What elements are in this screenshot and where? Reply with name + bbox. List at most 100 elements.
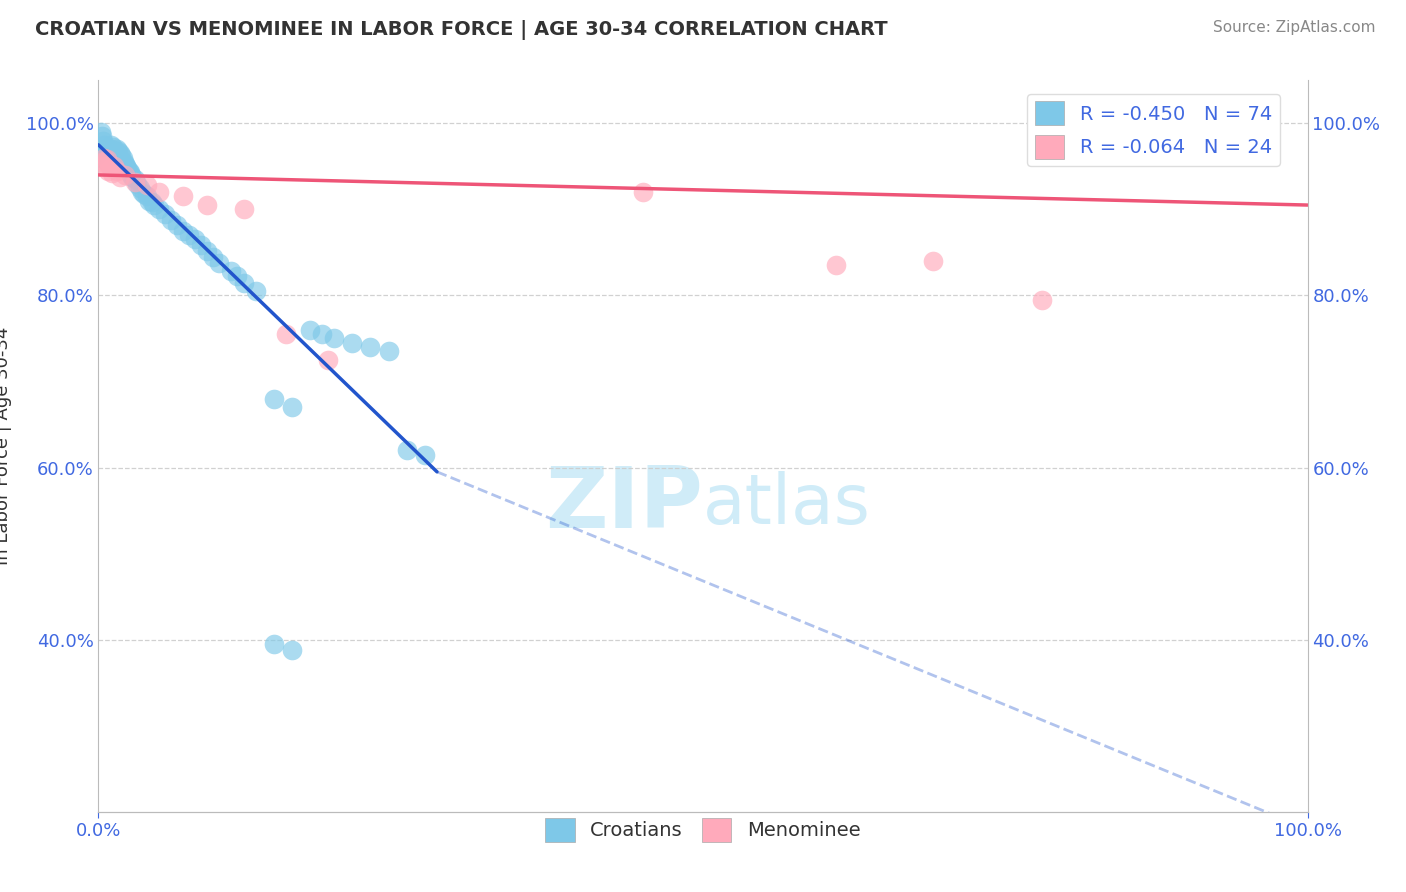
Point — [107, 144, 129, 158]
Point — [127, 177, 149, 191]
Point — [274, 327, 297, 342]
Point — [124, 172, 146, 186]
Point — [112, 155, 135, 169]
Point — [107, 148, 129, 162]
Point — [299, 323, 322, 337]
Point — [281, 643, 304, 657]
Point — [120, 168, 142, 182]
Point — [311, 327, 333, 342]
Point — [143, 198, 166, 212]
Point — [134, 186, 156, 201]
Point — [94, 146, 117, 161]
Point — [96, 153, 118, 167]
Point — [395, 443, 418, 458]
Point — [232, 202, 254, 217]
Legend: Croatians, Menominee: Croatians, Menominee — [537, 810, 869, 849]
Text: Source: ZipAtlas.com: Source: ZipAtlas.com — [1212, 20, 1375, 35]
Point — [195, 198, 218, 212]
Point — [153, 207, 176, 221]
Point — [93, 151, 115, 165]
Point — [105, 163, 128, 178]
Point — [110, 148, 132, 162]
Point — [232, 276, 254, 290]
Point — [166, 218, 188, 232]
Point — [263, 637, 285, 651]
Point — [121, 169, 143, 184]
Point — [91, 134, 114, 148]
Point — [103, 159, 125, 173]
Point — [96, 155, 118, 169]
Point — [93, 159, 115, 173]
Point — [97, 163, 120, 178]
Point — [377, 344, 399, 359]
Point — [172, 189, 194, 203]
Point — [108, 169, 131, 184]
Point — [105, 142, 128, 156]
Point — [921, 254, 943, 268]
Point — [114, 157, 136, 171]
Point — [98, 158, 121, 172]
Point — [108, 146, 131, 161]
Point — [195, 244, 218, 258]
Point — [103, 144, 125, 158]
Point — [100, 144, 122, 158]
Text: CROATIAN VS MENOMINEE IN LABOR FORCE | AGE 30-34 CORRELATION CHART: CROATIAN VS MENOMINEE IN LABOR FORCE | A… — [35, 20, 887, 39]
Point — [825, 258, 848, 272]
Point — [190, 238, 212, 252]
Point — [98, 142, 121, 156]
Point — [97, 146, 120, 161]
Point — [100, 137, 122, 152]
Text: ZIP: ZIP — [546, 463, 703, 546]
Point — [148, 185, 170, 199]
Point — [90, 125, 112, 139]
Y-axis label: In Labor Force | Age 30-34: In Labor Force | Age 30-34 — [0, 326, 11, 566]
Point — [128, 181, 150, 195]
Point — [100, 166, 122, 180]
Point — [105, 146, 128, 161]
Point — [104, 146, 127, 161]
Point — [226, 269, 249, 284]
Point — [413, 448, 436, 462]
Point — [221, 264, 243, 278]
Point — [111, 151, 134, 165]
Point — [138, 194, 160, 208]
Point — [172, 224, 194, 238]
Point — [118, 165, 141, 179]
Point — [208, 256, 231, 270]
Point — [124, 175, 146, 189]
Point — [179, 228, 201, 243]
Point — [1031, 293, 1053, 307]
Point — [100, 161, 122, 175]
Point — [316, 353, 339, 368]
Point — [342, 335, 364, 350]
Point — [141, 195, 163, 210]
Point — [103, 148, 125, 162]
Point — [245, 284, 267, 298]
Point — [91, 155, 114, 169]
Point — [263, 392, 285, 406]
Point — [184, 232, 207, 246]
Point — [323, 331, 346, 345]
Point — [101, 145, 124, 159]
Point — [91, 129, 114, 144]
Point — [360, 340, 382, 354]
Point — [135, 189, 157, 203]
Point — [115, 159, 138, 173]
Point — [118, 163, 141, 178]
Point — [160, 212, 183, 227]
Point — [108, 151, 131, 165]
Point — [100, 148, 122, 162]
Point — [97, 151, 120, 165]
Point — [94, 142, 117, 156]
Point — [98, 146, 121, 161]
Point — [281, 401, 304, 415]
Point — [117, 161, 139, 175]
Point — [148, 202, 170, 217]
Point — [135, 178, 157, 193]
Point — [108, 153, 131, 167]
Point — [101, 140, 124, 154]
Point — [114, 168, 136, 182]
Point — [93, 137, 115, 152]
Point — [100, 142, 122, 156]
Point — [202, 250, 225, 264]
